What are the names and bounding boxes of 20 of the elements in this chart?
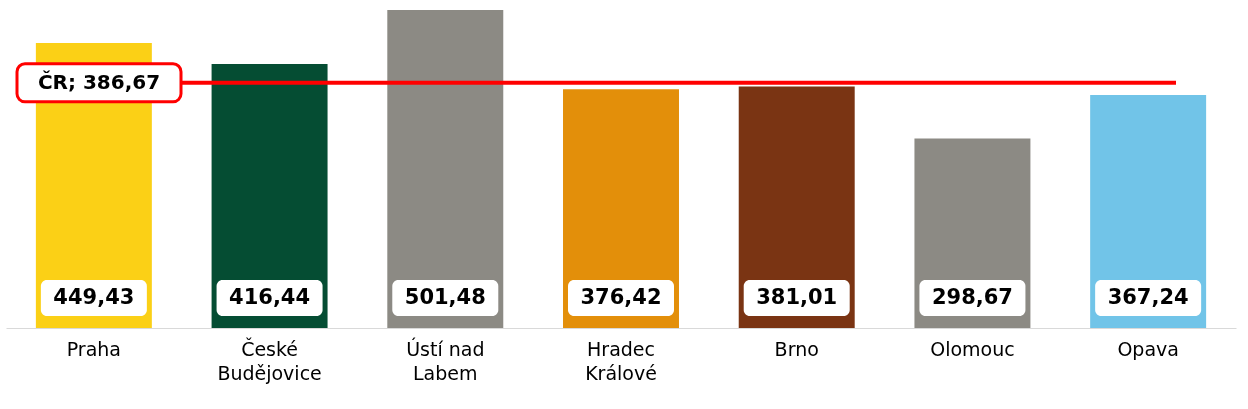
bar — [1090, 95, 1207, 328]
bar — [563, 89, 679, 328]
x-tick-label: Opava — [1117, 337, 1179, 360]
bar — [211, 63, 328, 328]
bar — [387, 10, 504, 328]
x-tick-label: Ústí nad Labem — [406, 336, 485, 384]
bar — [738, 86, 855, 328]
x-tick-label: Olomouc — [930, 337, 1015, 360]
data-label: 416,44 — [229, 285, 311, 309]
data-label: 298,67 — [931, 285, 1013, 309]
ref-line-label: ČR; 386,67 — [37, 69, 161, 94]
data-label: 376,42 — [580, 285, 662, 309]
x-tick-label: Brno — [774, 337, 819, 360]
x-tick-label: České Budějovice — [217, 336, 322, 384]
x-tick-label: Hradec Králové — [585, 337, 657, 384]
data-label: 367,24 — [1107, 285, 1189, 309]
x-tick-label: Praha — [66, 337, 121, 360]
data-label: 381,01 — [756, 285, 838, 309]
data-label: 501,48 — [404, 285, 486, 309]
data-label: 449,43 — [53, 285, 135, 309]
